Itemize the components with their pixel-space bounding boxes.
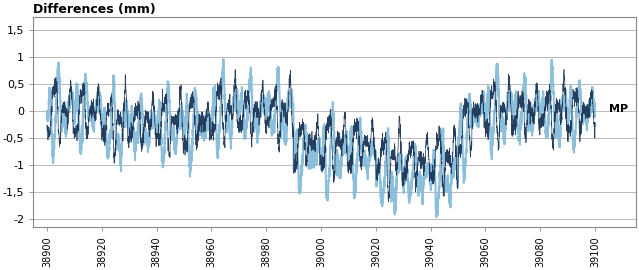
Text: Differences (mm): Differences (mm) [33,3,156,16]
Text: MP: MP [609,104,628,114]
